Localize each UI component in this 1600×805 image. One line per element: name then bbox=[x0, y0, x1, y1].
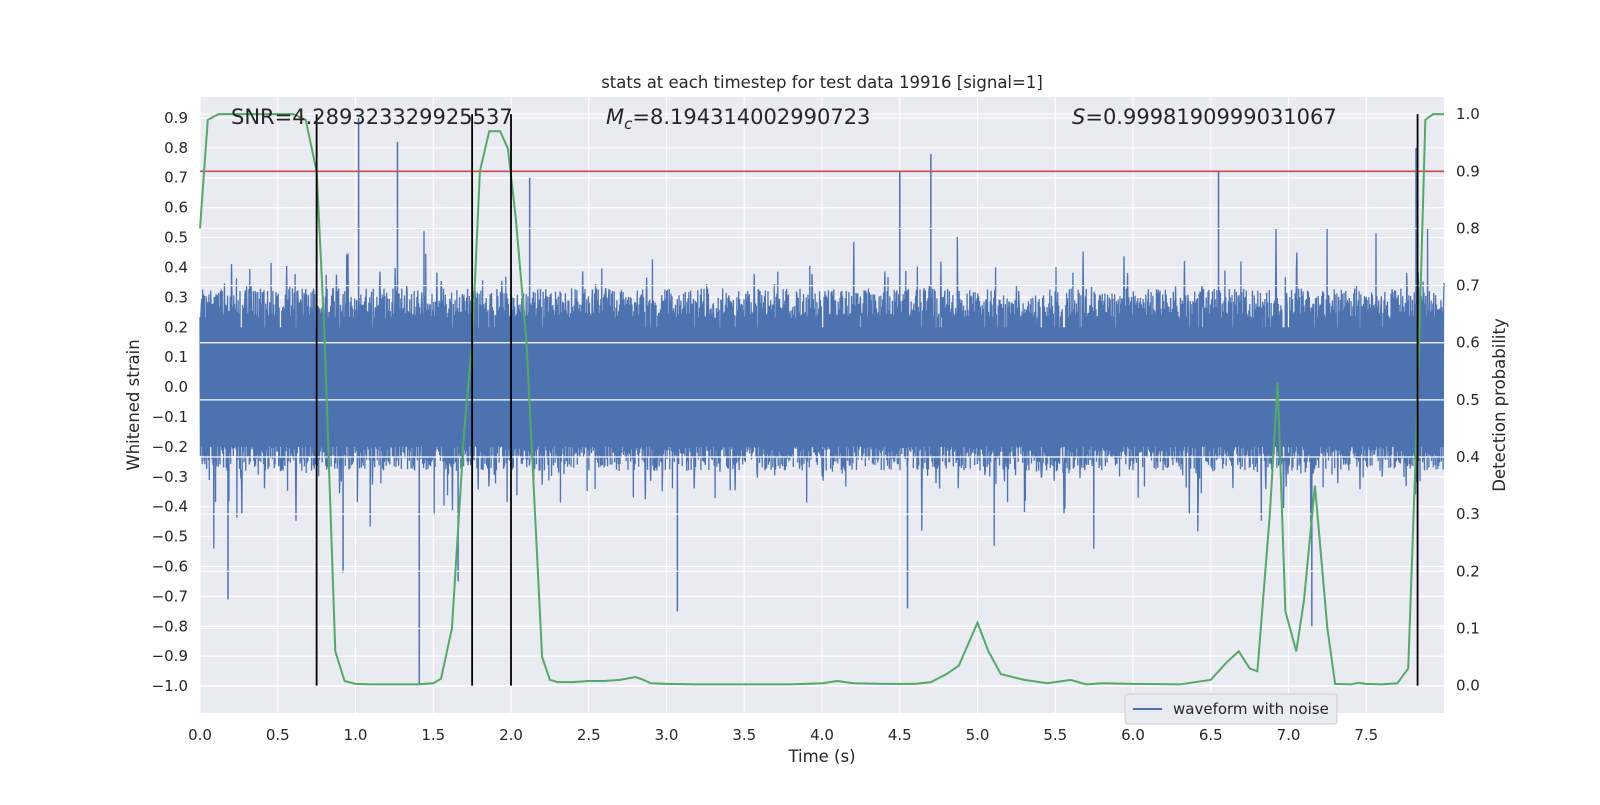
y-left-tick-label: −0.9 bbox=[152, 647, 188, 665]
y-left-tick-label: −0.8 bbox=[152, 617, 188, 635]
y-left-tick-label: 0.4 bbox=[164, 258, 188, 276]
legend: waveform with noise bbox=[1124, 693, 1338, 725]
x-tick-label: 0.0 bbox=[188, 726, 212, 744]
x-tick-label: 3.5 bbox=[732, 726, 756, 744]
y-right-tick-label: 0.8 bbox=[1456, 219, 1480, 237]
y-left-tick-label: 0.5 bbox=[164, 229, 188, 247]
y-left-tick-label: −0.2 bbox=[152, 438, 188, 456]
y-right-tick-label: 0.1 bbox=[1456, 619, 1480, 637]
chirp-mass-annotation: Mc=8.194314002990723 bbox=[606, 105, 870, 133]
x-tick-label: 5.5 bbox=[1043, 726, 1067, 744]
y-right-tick-label: 0.7 bbox=[1456, 277, 1480, 295]
y-left-tick-label: 0.2 bbox=[164, 318, 188, 336]
y-left-tick-label: −0.5 bbox=[152, 528, 188, 546]
y-right-tick-label: 0.4 bbox=[1456, 448, 1480, 466]
chart-title: stats at each timestep for test data 199… bbox=[601, 73, 1043, 92]
x-tick-label: 4.0 bbox=[810, 726, 834, 744]
chirp-mass-value: =8.194314002990723 bbox=[632, 105, 870, 129]
probability-line bbox=[199, 113, 1444, 686]
vertical-markers bbox=[315, 114, 1419, 686]
y-left-tick-label: −0.1 bbox=[152, 408, 188, 426]
legend-label-waveform: waveform with noise bbox=[1173, 700, 1329, 718]
y-right-tick-label: 0.5 bbox=[1456, 391, 1480, 409]
score-annotation: S=0.9998190999031067 bbox=[1072, 105, 1337, 129]
y-left-tick-label: 0.6 bbox=[164, 199, 188, 217]
x-tick-label: 5.0 bbox=[966, 726, 990, 744]
y-right-tick-label: 0.0 bbox=[1456, 677, 1480, 695]
x-tick-label: 7.0 bbox=[1277, 726, 1301, 744]
y-left-tick-label: 0.0 bbox=[164, 378, 188, 396]
y-left-tick-label: −0.4 bbox=[152, 498, 188, 516]
y-left-tick-label: 0.7 bbox=[164, 169, 188, 187]
x-axis-label: Time (s) bbox=[787, 747, 855, 766]
y-left-tick-label: −0.3 bbox=[152, 468, 188, 486]
score-value: =0.9998190999031067 bbox=[1085, 105, 1336, 129]
y-right-tick-label: 0.9 bbox=[1456, 162, 1480, 180]
y-left-tick-label: 0.3 bbox=[164, 288, 188, 306]
x-tick-label: 3.0 bbox=[655, 726, 679, 744]
y-left-tick-label: 0.8 bbox=[164, 139, 188, 157]
snr-annotation: SNR=4.289323329925537 bbox=[231, 105, 513, 129]
y-right-tick-label: 0.2 bbox=[1456, 562, 1480, 580]
y-left-tick-label: −0.7 bbox=[152, 587, 188, 605]
score-symbol: S bbox=[1072, 105, 1085, 129]
x-tick-label: 2.5 bbox=[577, 726, 601, 744]
x-tick-label: 4.5 bbox=[888, 726, 912, 744]
y-left-tick-label: 0.1 bbox=[164, 348, 188, 366]
x-tick-label: 1.5 bbox=[421, 726, 445, 744]
waveform-core bbox=[200, 327, 1444, 447]
waveform-series bbox=[199, 113, 1445, 687]
probability-series bbox=[199, 113, 1444, 686]
legend-box bbox=[1124, 693, 1338, 725]
y-left-tick-label: −0.6 bbox=[152, 557, 188, 575]
x-tick-label: 6.5 bbox=[1199, 726, 1223, 744]
chirp-mass-subscript: c bbox=[624, 115, 633, 133]
y-right-tick-label: 0.3 bbox=[1456, 505, 1480, 523]
x-tick-label: 0.5 bbox=[266, 726, 290, 744]
y-axis-label-right: Detection probability bbox=[1490, 318, 1509, 492]
chirp-mass-symbol: M bbox=[606, 105, 624, 129]
y-right-tick-label: 1.0 bbox=[1456, 105, 1480, 123]
x-tick-label: 7.5 bbox=[1354, 726, 1378, 744]
y-right-tick-label: 0.6 bbox=[1456, 334, 1480, 352]
x-tick-label: 6.0 bbox=[1121, 726, 1145, 744]
y-axis-label-left: Whitened strain bbox=[124, 339, 143, 470]
y-left-tick-label: 0.9 bbox=[164, 109, 188, 127]
y-left-tick-label: −1.0 bbox=[152, 677, 188, 695]
x-tick-label: 2.0 bbox=[499, 726, 523, 744]
tick-labels: 0.0 0.5 1.0 1.5 2.0 2.5 3.0 3.5 4.0 4.5 5.0 5.5 6.0 6… bbox=[152, 105, 1480, 744]
x-tick-label: 1.0 bbox=[344, 726, 368, 744]
